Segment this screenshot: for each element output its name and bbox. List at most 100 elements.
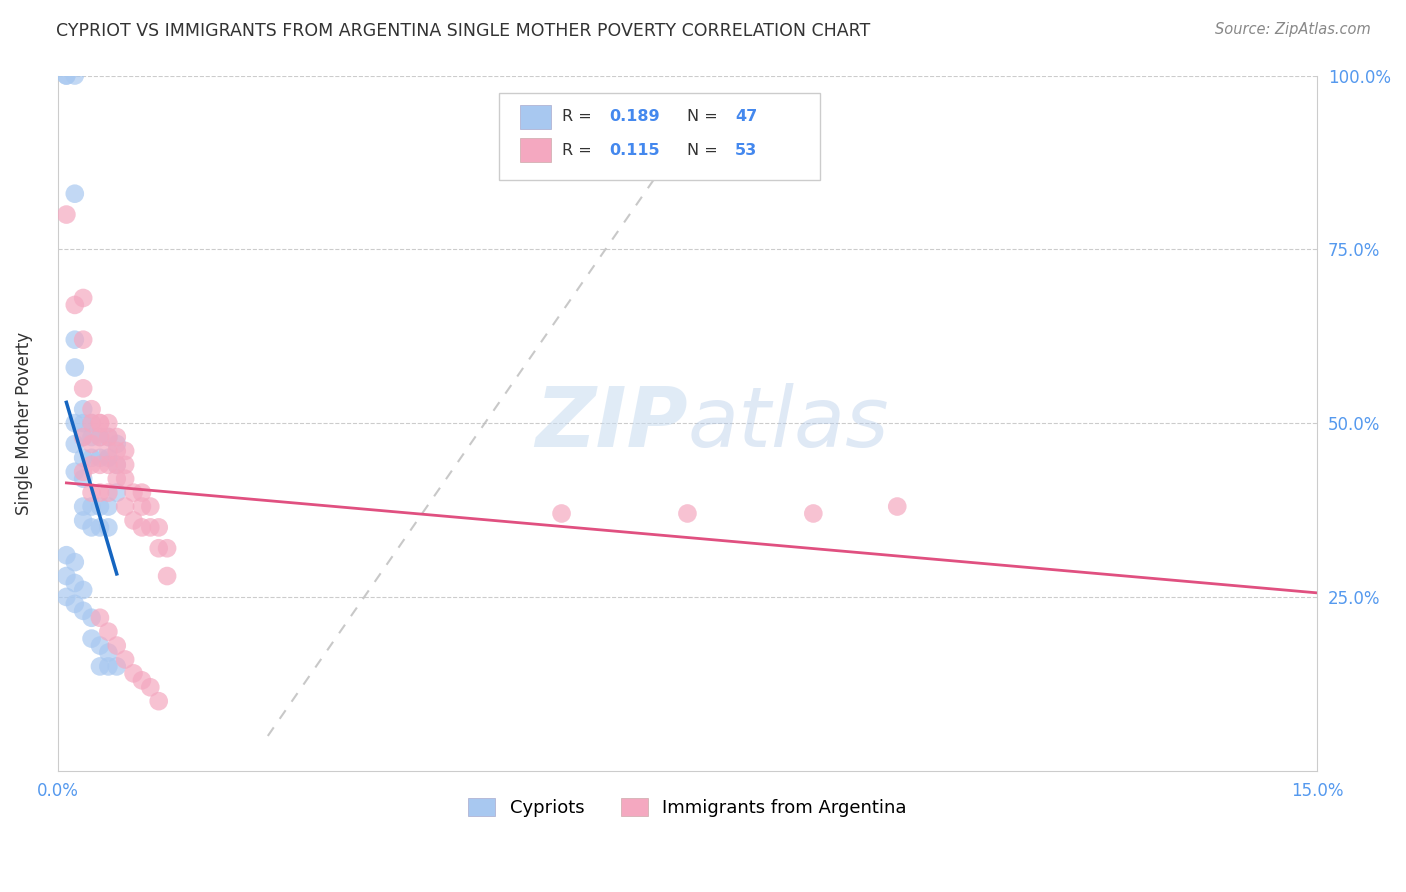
- Point: [105, 639, 128, 653]
- Point: [131, 500, 153, 514]
- Text: R =: R =: [561, 143, 596, 158]
- Text: 0.115: 0.115: [609, 143, 659, 158]
- Point: [80, 500, 103, 514]
- Point: [114, 444, 136, 458]
- Point: [72, 500, 94, 514]
- Text: N =: N =: [688, 110, 723, 124]
- Point: [89, 520, 111, 534]
- Point: [676, 507, 699, 521]
- Point: [105, 458, 128, 472]
- Point: [89, 500, 111, 514]
- Point: [139, 520, 162, 534]
- Point: [105, 458, 128, 472]
- Point: [122, 485, 145, 500]
- Text: Source: ZipAtlas.com: Source: ZipAtlas.com: [1215, 22, 1371, 37]
- Text: N =: N =: [688, 143, 723, 158]
- Point: [89, 416, 111, 430]
- Point: [97, 520, 120, 534]
- Point: [89, 458, 111, 472]
- Text: CYPRIOT VS IMMIGRANTS FROM ARGENTINA SINGLE MOTHER POVERTY CORRELATION CHART: CYPRIOT VS IMMIGRANTS FROM ARGENTINA SIN…: [56, 22, 870, 40]
- Point: [89, 659, 111, 673]
- Point: [139, 680, 162, 694]
- Point: [63, 416, 86, 430]
- Point: [63, 597, 86, 611]
- Point: [156, 569, 179, 583]
- Point: [148, 541, 170, 556]
- Point: [105, 485, 128, 500]
- Point: [80, 416, 103, 430]
- Point: [72, 430, 94, 444]
- Point: [72, 465, 94, 479]
- Point: [89, 485, 111, 500]
- Point: [80, 632, 103, 646]
- Point: [89, 639, 111, 653]
- Point: [131, 520, 153, 534]
- Point: [80, 430, 103, 444]
- Point: [55, 208, 77, 222]
- Point: [55, 69, 77, 83]
- Point: [105, 472, 128, 486]
- Text: 0.189: 0.189: [609, 110, 659, 124]
- Point: [72, 333, 94, 347]
- Point: [97, 458, 120, 472]
- Text: 47: 47: [735, 110, 758, 124]
- Point: [63, 576, 86, 591]
- Point: [105, 430, 128, 444]
- Point: [80, 485, 103, 500]
- Point: [80, 611, 103, 625]
- Point: [80, 520, 103, 534]
- Point: [886, 500, 908, 514]
- Point: [114, 652, 136, 666]
- Point: [63, 186, 86, 201]
- Point: [63, 465, 86, 479]
- Point: [55, 69, 77, 83]
- Point: [63, 437, 86, 451]
- Point: [97, 624, 120, 639]
- Point: [122, 513, 145, 527]
- Point: [72, 381, 94, 395]
- FancyBboxPatch shape: [499, 93, 820, 180]
- Point: [114, 458, 136, 472]
- Point: [72, 402, 94, 417]
- Point: [97, 659, 120, 673]
- Point: [114, 472, 136, 486]
- Point: [72, 291, 94, 305]
- Point: [97, 500, 120, 514]
- Point: [105, 659, 128, 673]
- Point: [550, 507, 572, 521]
- Point: [55, 569, 77, 583]
- Point: [80, 402, 103, 417]
- Point: [801, 507, 824, 521]
- Point: [105, 444, 128, 458]
- Point: [114, 500, 136, 514]
- Point: [148, 520, 170, 534]
- Point: [80, 437, 103, 451]
- Point: [97, 416, 120, 430]
- Point: [72, 416, 94, 430]
- Point: [89, 430, 111, 444]
- Point: [97, 485, 120, 500]
- FancyBboxPatch shape: [520, 138, 551, 162]
- Point: [63, 555, 86, 569]
- Point: [131, 673, 153, 688]
- Point: [72, 513, 94, 527]
- Point: [139, 500, 162, 514]
- Point: [72, 604, 94, 618]
- Text: ZIP: ZIP: [534, 383, 688, 464]
- Point: [80, 458, 103, 472]
- Point: [80, 416, 103, 430]
- Point: [72, 450, 94, 465]
- Point: [89, 416, 111, 430]
- Point: [72, 472, 94, 486]
- Point: [97, 444, 120, 458]
- Text: atlas: atlas: [688, 383, 889, 464]
- Point: [105, 437, 128, 451]
- Point: [89, 450, 111, 465]
- Point: [97, 450, 120, 465]
- FancyBboxPatch shape: [520, 104, 551, 129]
- Point: [89, 611, 111, 625]
- Point: [63, 298, 86, 312]
- Point: [89, 430, 111, 444]
- Point: [97, 430, 120, 444]
- Legend: Cypriots, Immigrants from Argentina: Cypriots, Immigrants from Argentina: [461, 790, 914, 824]
